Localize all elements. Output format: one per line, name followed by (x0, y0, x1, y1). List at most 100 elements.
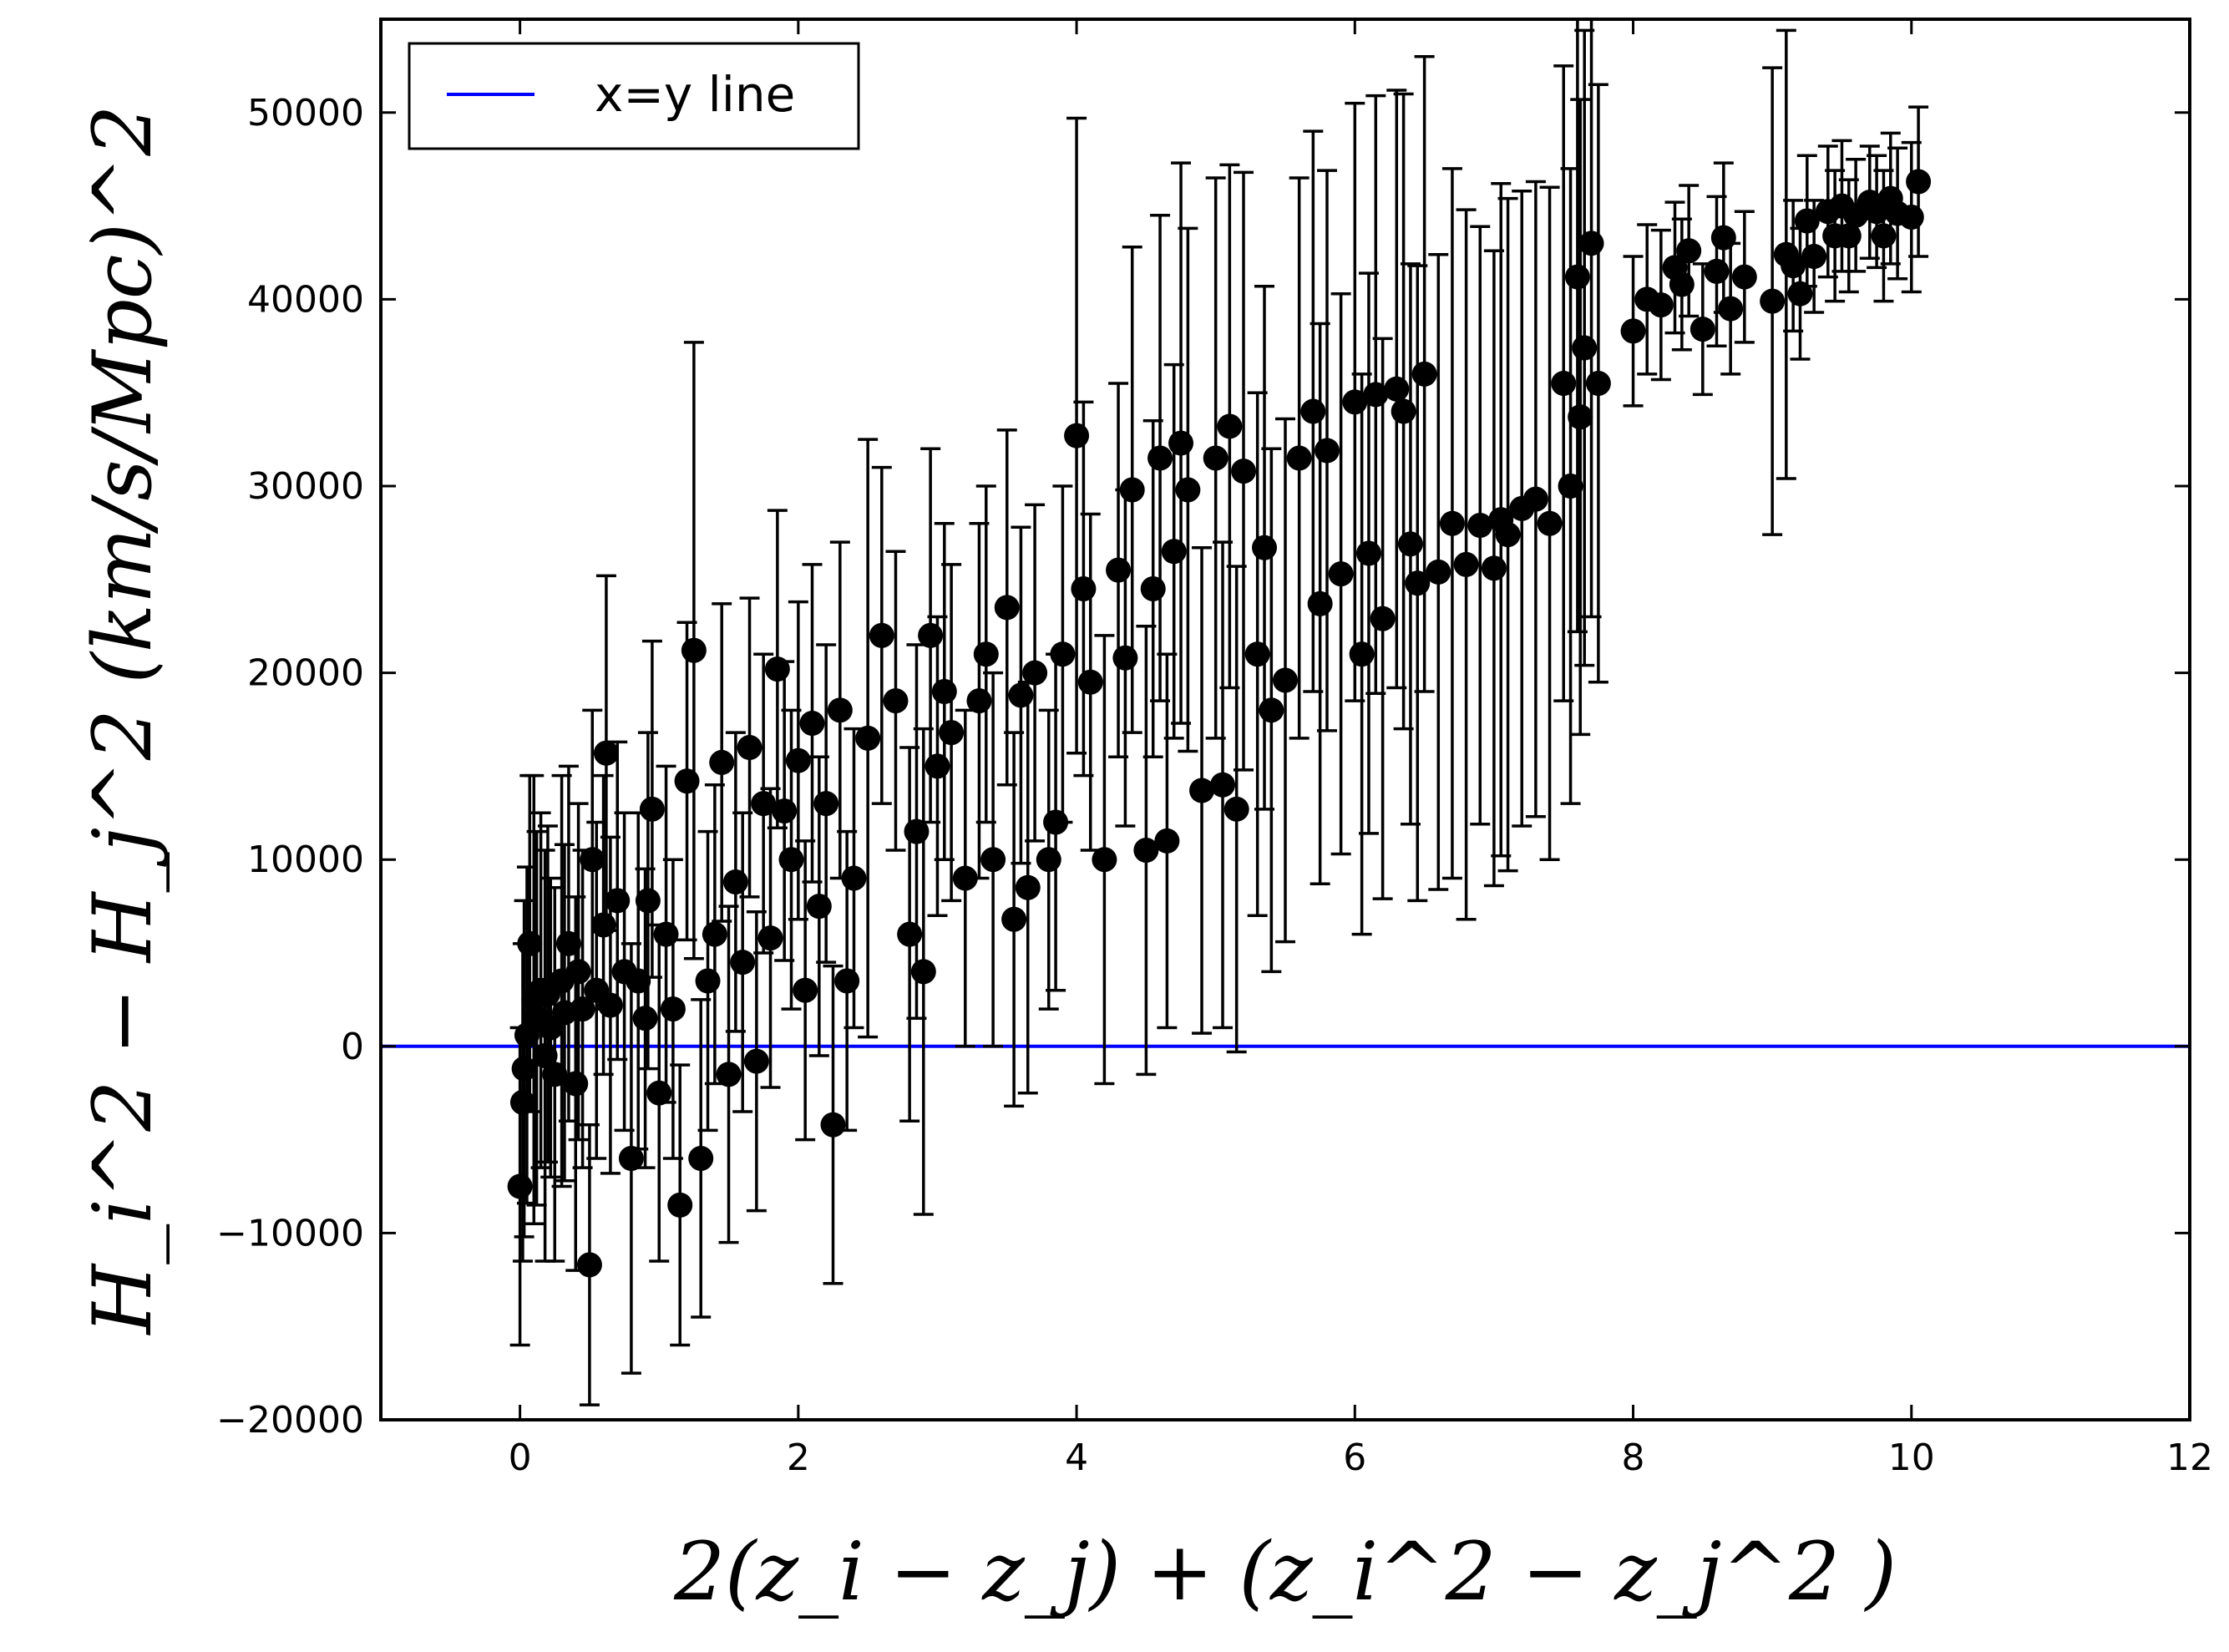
data-point (1147, 445, 1173, 471)
data-point (1467, 512, 1493, 538)
data-point (1836, 223, 1862, 249)
data-point (1231, 459, 1257, 484)
data-point (1537, 510, 1563, 536)
x-axis-title: 2(z_i − z_j) + (z_i^2 − z_j^2 ) (673, 1525, 1897, 1619)
data-point (1286, 445, 1312, 471)
data-point (1223, 796, 1249, 822)
data-point (1648, 292, 1674, 318)
data-point (593, 740, 619, 766)
data-point (1572, 335, 1598, 361)
data-point (939, 720, 965, 746)
data-point (507, 1173, 533, 1199)
data-point (1731, 264, 1757, 290)
data-point (1384, 376, 1410, 402)
data-point (618, 1145, 644, 1171)
data-point (1355, 540, 1381, 566)
data-point (1426, 559, 1451, 585)
data-point (1036, 847, 1061, 873)
data-point (1405, 570, 1431, 596)
data-point (1112, 645, 1138, 671)
x-tick-label: 10 (1888, 1437, 1935, 1479)
data-point (910, 959, 936, 985)
y-tick-label: 0 (341, 1026, 364, 1068)
data-point (1620, 318, 1646, 344)
data-point (799, 710, 825, 736)
series-layer (381, 19, 2190, 1406)
data-point (1244, 641, 1270, 667)
data-point (1217, 413, 1243, 439)
plot-frame (379, 18, 2191, 1421)
data-point (883, 688, 909, 714)
data-point (653, 921, 679, 947)
data-point (1551, 371, 1577, 397)
data-point (1676, 238, 1702, 264)
data-point (632, 1006, 658, 1031)
data-point (1106, 557, 1132, 583)
data-point (1363, 382, 1389, 408)
data-point (764, 656, 790, 682)
data-point (1439, 510, 1465, 536)
data-point (1704, 258, 1730, 284)
y-tick-label: 30000 (247, 465, 364, 508)
data-point (1564, 264, 1590, 290)
data-point (1781, 253, 1806, 279)
data-point (806, 894, 832, 920)
data-point (869, 622, 894, 648)
data-point (695, 968, 721, 994)
data-point (509, 1089, 535, 1115)
y-tick-label: −10000 (216, 1212, 364, 1254)
data-point (1161, 539, 1187, 565)
x-tick-label: 4 (1065, 1437, 1088, 1479)
data-point (517, 930, 543, 956)
data-point (1133, 838, 1159, 864)
data-point (1342, 389, 1368, 415)
data-point (565, 959, 591, 985)
x-tick-label: 8 (1622, 1437, 1645, 1479)
data-point (1008, 682, 1034, 708)
data-point (605, 888, 631, 914)
data-point (1558, 474, 1583, 499)
legend-label: x=y line (595, 66, 795, 123)
data-point (1092, 847, 1117, 873)
data-point (646, 1080, 672, 1106)
data-point (1568, 404, 1593, 430)
data-point (635, 888, 661, 914)
data-point (1210, 772, 1236, 798)
data-point (897, 921, 923, 947)
data-point (1119, 477, 1145, 503)
data-point (1411, 361, 1437, 387)
y-tick-label: 40000 (247, 278, 364, 321)
data-point (1307, 590, 1333, 616)
data-point (674, 768, 700, 794)
data-point (952, 865, 978, 891)
data-point (757, 925, 783, 951)
data-point (1015, 874, 1041, 900)
data-point (1522, 486, 1548, 512)
data-point (973, 641, 999, 667)
data-point (590, 912, 616, 938)
data-point (688, 1145, 714, 1171)
data-point (925, 753, 950, 779)
x-tick-label: 12 (2166, 1437, 2213, 1479)
data-point (980, 847, 1006, 873)
data-point (751, 791, 777, 817)
data-point (743, 1048, 769, 1074)
data-point (918, 622, 944, 648)
data-point (1050, 641, 1076, 667)
data-point (511, 1056, 537, 1082)
data-point (702, 921, 727, 947)
data-point (966, 688, 992, 714)
data-point (1710, 225, 1736, 251)
data-point (1453, 551, 1479, 577)
data-point (820, 1112, 846, 1138)
y-tick-label: 20000 (247, 652, 364, 695)
data-point (813, 791, 839, 817)
data-point (793, 977, 818, 1003)
y-tick-label: 10000 (247, 839, 364, 881)
data-point (1314, 438, 1340, 464)
data-point (737, 735, 762, 761)
data-point (1259, 697, 1284, 723)
data-point (709, 749, 735, 775)
